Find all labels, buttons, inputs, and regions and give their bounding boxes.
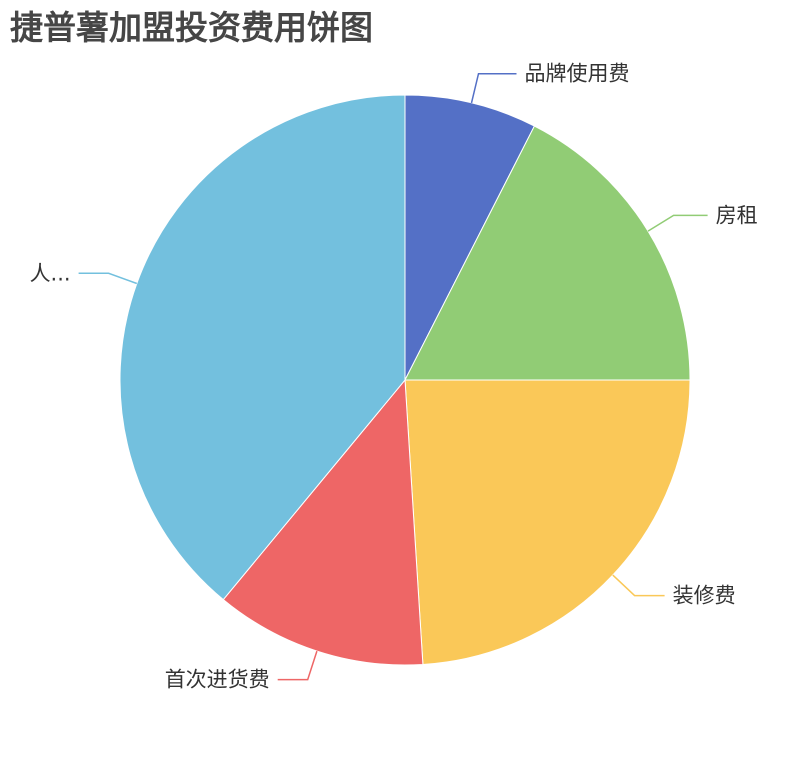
slice-label-品牌使用费: 品牌使用费	[525, 62, 630, 86]
slice-label-房租: 房租	[716, 203, 758, 227]
chart-title: 捷普薯加盟投资费用饼图	[10, 8, 373, 47]
label-line-首次进货费	[277, 650, 318, 681]
slice-label-人员费用: 人...	[30, 261, 71, 285]
label-line-人员费用	[78, 272, 138, 285]
label-line-房租	[647, 214, 708, 232]
label-line-品牌使用费	[470, 72, 517, 104]
slice-label-装修费: 装修费	[673, 584, 736, 608]
slice-label-首次进货费: 首次进货费	[165, 668, 270, 692]
pie-slice-首次进货费[interactable]	[222, 378, 424, 666]
pie-slices	[119, 94, 691, 666]
pie-slice-房租[interactable]	[404, 125, 691, 381]
pie-slice-装修费[interactable]	[404, 379, 691, 665]
label-line-装修费	[612, 574, 665, 597]
pie-slice-人员费用[interactable]	[119, 94, 406, 601]
